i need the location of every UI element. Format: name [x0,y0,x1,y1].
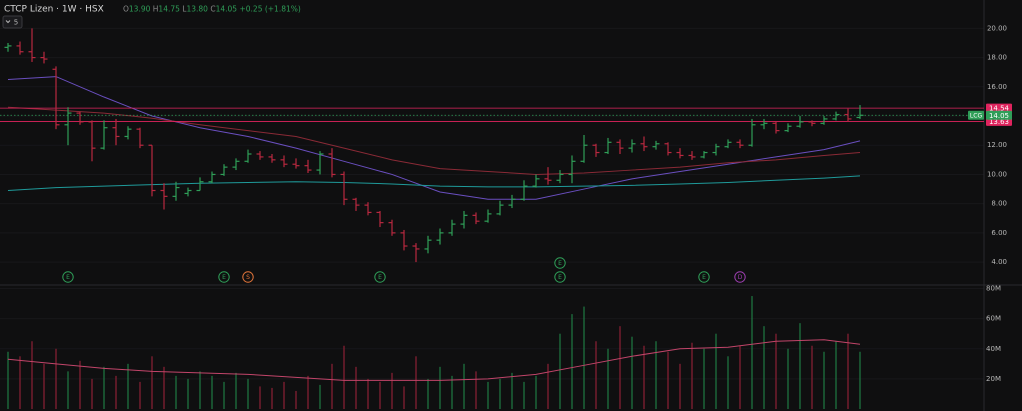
volume-tick-label: 60M [986,315,1001,323]
ohlc-letter: C [210,5,215,14]
ohlc-letter: H [153,5,159,14]
y-tick-label: 6.00 [991,229,1007,237]
volume-tick-label: 20M [986,375,1001,383]
volume-pane [7,296,861,409]
y-tick-label: 18.00 [987,54,1007,62]
y-tick-label: 20.00 [987,24,1007,32]
event-marker [62,271,74,283]
volume-tick-label: 80M [986,285,1001,293]
event-marker [374,271,386,283]
moving-average-line [7,106,861,175]
event-marker [554,257,566,269]
y-tick-label: 8.00 [991,200,1007,208]
event-label: D [738,274,743,281]
event-label: S [246,274,250,281]
price-line-label: 14.54 [989,105,1010,113]
ohlc-letter: L [182,5,187,14]
ohlc-letter: O [123,5,129,14]
last-price-label: 14.05 [989,112,1009,120]
last-price-label-box [986,110,1012,120]
event-marker [218,271,230,283]
y-tick-label: 12.00 [987,141,1007,149]
event-label: E [558,260,562,267]
last-price-tag: LCG [970,112,983,119]
ohlc-legend: O13.90 H14.75 L13.80 C14.05 +0.25 (+1.81… [123,5,301,14]
ohlc-value: 13.80 [186,5,208,14]
volume-ma-line [7,339,861,381]
indicator-count: 5 [14,19,18,27]
event-label: E [378,274,382,281]
price-line-label-box [986,103,1012,113]
indicator-button[interactable] [2,15,23,29]
volume-tick-label: 40M [986,345,1001,353]
event-marker [554,271,566,283]
y-tick-label: 10.00 [987,170,1007,178]
event-marker [698,271,710,283]
price-line-label: 13.63 [989,118,1009,126]
moving-average-line [7,76,861,200]
indicator-toggle[interactable]: 5 [2,15,23,29]
change: +0.25 (+1.81%) [239,5,300,14]
ohlc-value: 13.90 [129,5,151,14]
event-label: E [558,274,562,281]
chart-title: CTCP Lizen · 1W · HSX [4,5,104,15]
chevron-icon [5,20,11,24]
ohlc-value: 14.75 [158,5,180,14]
ohlc-value: 14.05 [216,5,238,14]
axis-labels: 4.006.008.0010.0012.0014.0016.0018.0020.… [968,24,1012,383]
y-tick-label: 16.00 [987,83,1007,91]
last-price-tag-box [968,110,984,120]
event-label: E [66,274,70,281]
event-label: E [222,274,226,281]
event-label: E [702,274,706,281]
event-marker [734,271,746,283]
y-tick-label: 4.00 [991,258,1007,266]
price-pane: E E S E EEE D [0,28,984,283]
event-marker [242,271,254,283]
